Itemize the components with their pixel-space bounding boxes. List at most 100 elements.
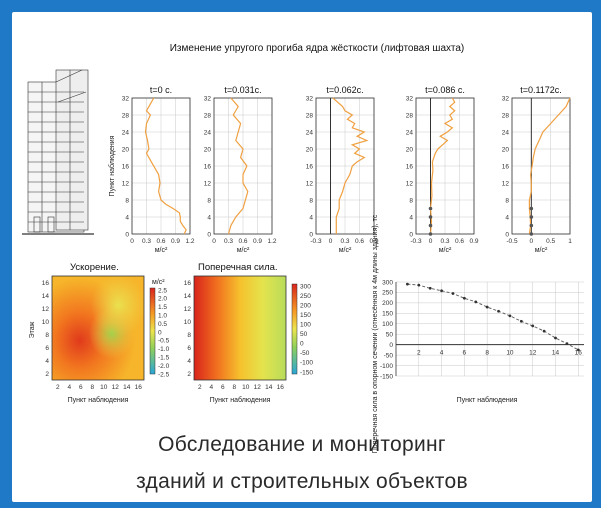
colorbar-tick: 1.0 — [158, 313, 167, 320]
profile-ytick: 16 — [306, 163, 314, 170]
profile-xtick: 0 — [212, 238, 216, 245]
shear-point — [474, 300, 478, 304]
shear-point — [485, 305, 489, 309]
profile-panel-1: t=0 с. 0 4 8 12 16 20 24 28 32 0 0.3 0.6 0.9 1.2 м/с² — [122, 85, 195, 254]
building-icon — [22, 69, 94, 235]
shear-point — [576, 348, 580, 352]
profile-marker — [428, 223, 433, 228]
profile-ytick: 20 — [122, 146, 130, 153]
profile-ytick: 0 — [125, 231, 129, 238]
profile-xtick: 1 — [568, 238, 572, 245]
heatmap-xtick: 16 — [135, 384, 143, 391]
profile-ytick: 12 — [502, 180, 510, 187]
profile-xtick: 0.9 — [369, 238, 378, 245]
shear-xtick: 4 — [440, 350, 444, 357]
profile-curve-4 — [429, 97, 456, 235]
profile-xtick: 0 — [530, 238, 534, 245]
profile-xtick: -0.3 — [310, 238, 322, 245]
profile-ytick: 12 — [204, 180, 212, 187]
profile-ytick: 24 — [306, 129, 314, 136]
shear-point — [462, 296, 466, 300]
profile-xlabel: м/с² — [155, 247, 168, 254]
colorbar-tick: 0 — [300, 341, 304, 348]
heatmap-ytick: 12 — [42, 306, 50, 313]
heatmap-ytick: 16 — [184, 280, 192, 287]
heatmap-xtick: 4 — [209, 384, 213, 391]
profile-ytick: 4 — [125, 214, 129, 221]
colorbar-tick: 50 — [300, 331, 308, 338]
shear-xtick: 10 — [506, 350, 514, 357]
shear-point — [531, 324, 535, 328]
profile-marker — [529, 206, 534, 211]
heatmap-ytick: 8 — [45, 332, 49, 339]
profile-title-1: t=0 с. — [150, 85, 172, 95]
profile-ylabel: Пункт наблюдения — [108, 135, 116, 196]
profile-title-3: t=0.062c. — [326, 85, 363, 95]
heatmap-ytick: 14 — [184, 293, 192, 300]
colorbar-tick: -2.0 — [158, 363, 170, 370]
shear-ytick: 150 — [382, 311, 393, 318]
shear-point — [497, 309, 500, 313]
shear-ytick: -100 — [380, 363, 393, 370]
heatmap-xtick: 8 — [90, 384, 94, 391]
profile-ytick: 12 — [122, 180, 130, 187]
caption-line-2: зданий и строительных объектов — [136, 470, 468, 493]
profile-curve-5 — [528, 97, 571, 235]
shear-field — [194, 276, 286, 380]
shear-point — [554, 336, 557, 340]
profile-ytick: 0 — [505, 231, 509, 238]
profile-ytick: 16 — [502, 163, 510, 170]
heatmap-xtick: 2 — [56, 384, 60, 391]
heatmap-ytick: 2 — [187, 371, 191, 378]
profile-title-4: t=0.086 c. — [425, 85, 465, 95]
colorbar-tick: -50 — [300, 350, 310, 357]
shear-point — [440, 289, 443, 293]
acceleration-ylabel: Этаж — [29, 321, 36, 338]
profile-xlabel: м/с² — [439, 247, 452, 254]
shear-point — [428, 286, 432, 290]
profile-xtick: 0.3 — [440, 238, 449, 245]
profile-ytick: 8 — [125, 197, 129, 204]
profile-ytick: 32 — [406, 95, 414, 102]
heatmap-xtick: 10 — [242, 384, 250, 391]
colorbar-tick: -1.5 — [158, 355, 170, 362]
colorbar-tick: 150 — [300, 312, 311, 319]
profile-ytick: 8 — [309, 197, 313, 204]
heatmap-xtick: 4 — [67, 384, 71, 391]
colorbar-tick: 0 — [158, 329, 162, 336]
shear-line-xlabel: Пункт наблюдения — [457, 396, 518, 404]
profile-xtick: 0.9 — [171, 238, 180, 245]
acceleration-colorbar — [149, 287, 156, 375]
profile-panel-2: t=0.031c. 0 4 8 12 16 20 24 28 32 0 0.3 0.6 0.9 1.2 м/с… — [204, 85, 277, 254]
profile-marker — [428, 232, 433, 236]
shear-xtick: 16 — [575, 350, 583, 357]
heatmap-xtick: 6 — [221, 384, 225, 391]
profile-xtick: 0 — [329, 238, 333, 245]
profile-marker — [529, 232, 534, 236]
profile-ytick: 8 — [505, 197, 509, 204]
profile-ytick: 4 — [207, 214, 211, 221]
heatmap-xtick: 14 — [123, 384, 131, 391]
profile-marker — [428, 206, 433, 211]
profile-ytick: 20 — [502, 146, 510, 153]
heatmap-ytick: 6 — [187, 345, 191, 352]
heatmap-xtick: 14 — [265, 384, 273, 391]
profile-marker — [529, 215, 534, 219]
profile-title-5: t=0.1172c. — [520, 85, 562, 95]
colorbar-tick: -150 — [300, 369, 313, 376]
profile-title-2: t=0.031c. — [224, 85, 261, 95]
shear-ytick: 50 — [386, 332, 394, 339]
profile-xtick: 0.3 — [224, 238, 233, 245]
profile-ytick: 32 — [204, 95, 212, 102]
profile-xlabel: м/с² — [237, 247, 250, 254]
shear-force-chart: Пункт наблюдения Поперечная сила в опорн… — [372, 214, 584, 453]
profile-ytick: 32 — [306, 95, 314, 102]
acceleration-xlabel: Пункт наблюдения — [68, 396, 129, 404]
profile-xtick: -0.5 — [506, 238, 518, 245]
heatmap-ytick: 6 — [45, 345, 49, 352]
shear-ytick: 250 — [382, 290, 393, 297]
heatmap-ytick: 10 — [184, 319, 192, 326]
profile-ytick: 0 — [309, 231, 313, 238]
